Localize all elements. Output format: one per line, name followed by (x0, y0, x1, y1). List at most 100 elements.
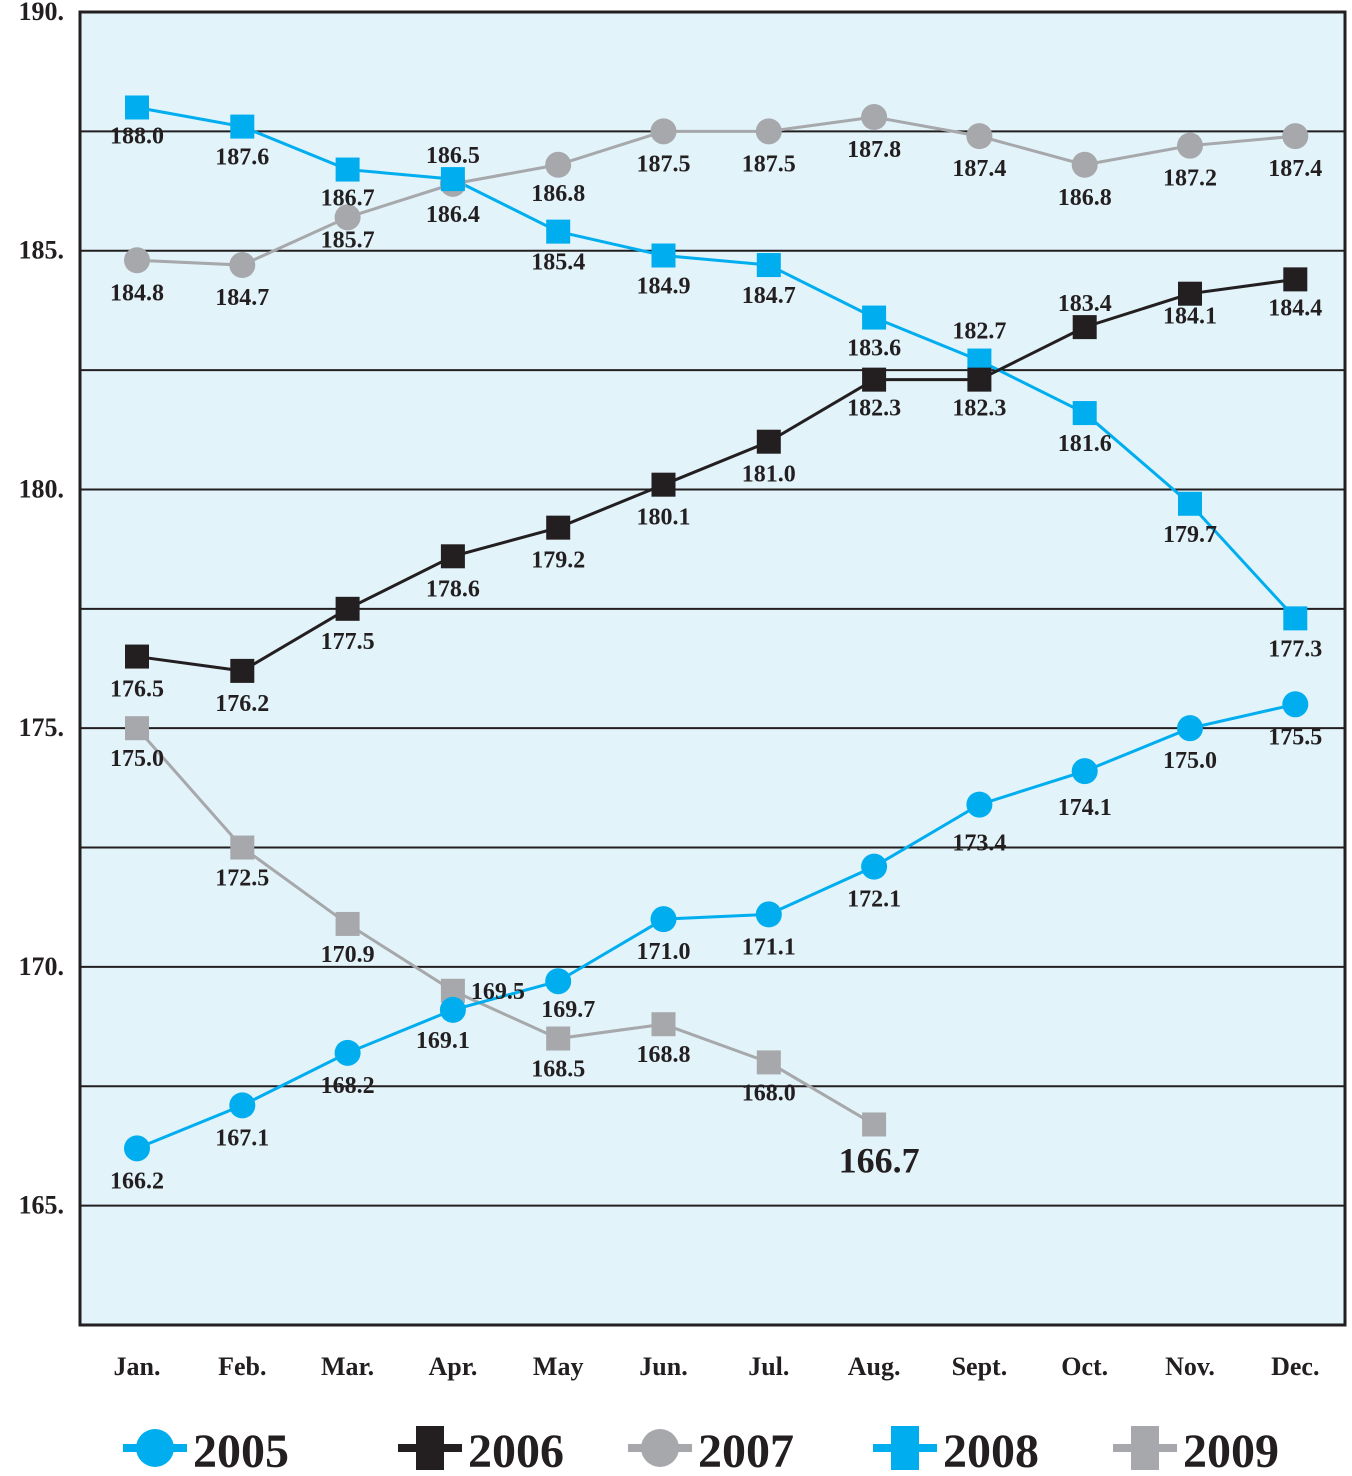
data-point (755, 118, 782, 145)
series-markers-2009 (125, 716, 887, 1137)
data-label: 185.7 (321, 227, 375, 253)
data-point (1177, 132, 1203, 159)
data-point (546, 1026, 571, 1051)
data-label: 179.7 (1163, 522, 1217, 548)
legend-item-2009: 2009 (1113, 1425, 1279, 1476)
data-label: 168.5 (531, 1057, 585, 1083)
x-tick-label: Feb. (218, 1352, 266, 1381)
data-point (1282, 691, 1309, 718)
data-point (230, 658, 255, 683)
data-point (1178, 281, 1202, 306)
x-tick-label: Sept. (952, 1352, 1008, 1381)
series-markers-2008 (125, 95, 1308, 631)
data-label: 182.7 (952, 319, 1006, 345)
data-point (334, 204, 361, 231)
y-tick-label: 175. (19, 713, 65, 742)
data-label: 187.8 (847, 137, 901, 163)
data-point (651, 243, 676, 268)
data-label: 167.1 (215, 1125, 269, 1151)
data-point (1282, 123, 1309, 150)
data-label: 186.8 (531, 181, 585, 207)
x-tick-label: May (533, 1352, 584, 1381)
data-point (1283, 606, 1308, 631)
plot-area (80, 12, 1345, 1325)
series-labels-2006: 176.5 176.2 177.5 178.6 179.2 180.1 181.0 182.3… (110, 291, 1322, 717)
data-label: 181.6 (1058, 431, 1112, 457)
data-point (1071, 758, 1098, 785)
data-point (862, 305, 887, 330)
legend-label: 2005 (193, 1425, 289, 1471)
data-label: 187.4 (952, 156, 1006, 182)
data-label: 183.4 (1058, 291, 1112, 317)
data-point (124, 247, 150, 274)
data-point (650, 118, 677, 145)
data-label: 166.2 (110, 1168, 164, 1194)
data-label: 178.6 (426, 576, 480, 602)
data-label: 182.3 (847, 396, 901, 422)
plot-frame (78, 10, 1347, 1327)
data-point (1071, 151, 1098, 178)
data-point (861, 104, 888, 131)
data-label: 184.4 (1268, 295, 1322, 321)
data-label: 179.2 (531, 548, 585, 574)
data-point (125, 95, 149, 120)
data-point (862, 367, 887, 392)
data-point (545, 151, 572, 178)
data-label: 184.9 (637, 274, 691, 300)
data-label: 187.6 (215, 145, 269, 171)
x-tick-label: Nov. (1165, 1352, 1215, 1381)
data-point (125, 644, 149, 669)
data-label: 183.6 (847, 336, 901, 362)
data-label: 187.4 (1268, 156, 1322, 182)
data-label: 174.1 (1058, 795, 1112, 821)
data-label: 188.0 (110, 123, 164, 149)
data-point (1283, 267, 1308, 292)
x-tick-label: Jun. (639, 1352, 687, 1381)
data-label: 176.5 (110, 677, 164, 703)
data-point (1072, 315, 1097, 340)
data-label: 186.8 (1058, 185, 1112, 211)
data-label: 175.0 (110, 746, 164, 772)
data-label: 182.3 (952, 396, 1006, 422)
data-label: 169.1 (416, 1028, 470, 1054)
data-label: 186.4 (426, 202, 480, 228)
series-line-2005 (136, 702, 1296, 1150)
x-axis: Jan. Feb. Mar. Apr. May Jun. Jul. Aug. Sept. Oct.… (114, 1352, 1320, 1381)
legend-marker (891, 1426, 919, 1470)
data-label: 175.0 (1163, 748, 1217, 774)
data-label: 187.5 (637, 151, 691, 177)
data-label: 169.7 (541, 997, 595, 1023)
legend-item-2008: 2008 (873, 1425, 1039, 1476)
data-label: 177.5 (321, 629, 375, 655)
data-point (1178, 491, 1202, 516)
y-tick-label: 185. (19, 236, 65, 265)
data-point (440, 167, 465, 192)
series-line-2008 (136, 106, 1297, 620)
series-line-2007 (136, 115, 1296, 267)
data-point (125, 716, 149, 741)
data-label: 186.5 (426, 143, 480, 169)
data-label: 171.1 (742, 934, 796, 960)
data-point (546, 219, 571, 244)
series-labels-2005: 166.2 167.1 168.2 169.1 169.7 171.0 171.1 172.1… (110, 724, 1322, 1194)
data-label: 184.7 (215, 285, 269, 311)
data-point (439, 996, 466, 1023)
data-label: 169.5 (471, 979, 525, 1005)
y-axis: 165. 170. 175. 180. 185. 190. (19, 0, 65, 1220)
data-point (440, 544, 465, 569)
data-point (756, 1050, 781, 1075)
data-point (124, 1135, 150, 1162)
legend-item-2007: 2007 (628, 1425, 794, 1476)
data-label: 187.5 (742, 151, 796, 177)
x-tick-label: Apr. (428, 1352, 477, 1381)
legend-label: 2008 (943, 1425, 1039, 1471)
series-line-2006 (136, 277, 1296, 673)
series-line-2009 (135, 727, 875, 1126)
legend-marker (416, 1426, 444, 1470)
data-point (335, 157, 360, 182)
data-label: 181.0 (742, 462, 796, 488)
series-labels-2007: 184.8 184.7 185.7 186.4 186.8 187.5 187.5 187.8… (110, 137, 1322, 311)
series-markers-2005 (124, 691, 1309, 1162)
legend-item-2006: 2006 (398, 1425, 564, 1476)
data-point (756, 429, 781, 454)
